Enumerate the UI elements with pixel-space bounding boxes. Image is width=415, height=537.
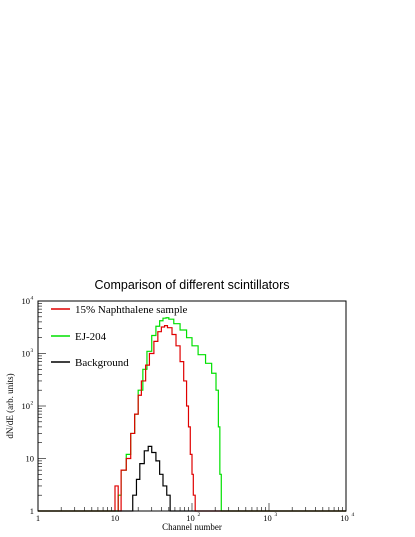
y-axis-label: dN/dE (arb. units) (5, 373, 15, 438)
plot-frame (37, 300, 347, 512)
axis-ticks (37, 303, 343, 512)
x-tick-label: 10 (340, 513, 349, 523)
series-line (38, 445, 346, 512)
y-tick-label: 10 (22, 401, 31, 411)
x-axis-label: Channel number (162, 522, 222, 532)
y-tick-exponent: 4 (31, 296, 34, 302)
legend-label: 15% Naphthalene sample (75, 304, 188, 316)
legend: 15% Naphthalene sample EJ-204 Background (51, 304, 188, 369)
chart-title: Comparison of different scintillators (95, 278, 290, 292)
legend-label: EJ-204 (75, 331, 107, 343)
y-tick-exponent: 3 (31, 348, 34, 354)
x-tick-exponent: 2 (198, 512, 201, 518)
x-tick-exponent: 3 (275, 512, 278, 518)
x-tick-label: 10 (111, 513, 120, 523)
x-tick-labels: 1 10 10 2 10 3 10 4 (36, 512, 355, 523)
x-tick-label: 10 (263, 513, 272, 523)
legend-label: Background (75, 357, 129, 369)
y-tick-exponent: 2 (31, 401, 34, 407)
series-line (38, 317, 346, 512)
y-tick-label: 10 (22, 296, 31, 306)
series-layer (38, 317, 346, 512)
y-tick-label: 10 (26, 454, 35, 464)
x-tick-exponent: 4 (352, 512, 355, 518)
series-line (38, 325, 346, 512)
y-tick-label: 1 (30, 506, 34, 516)
y-tick-label: 10 (22, 349, 31, 359)
x-tick-label: 10 (186, 513, 195, 523)
x-tick-label: 1 (36, 513, 40, 523)
